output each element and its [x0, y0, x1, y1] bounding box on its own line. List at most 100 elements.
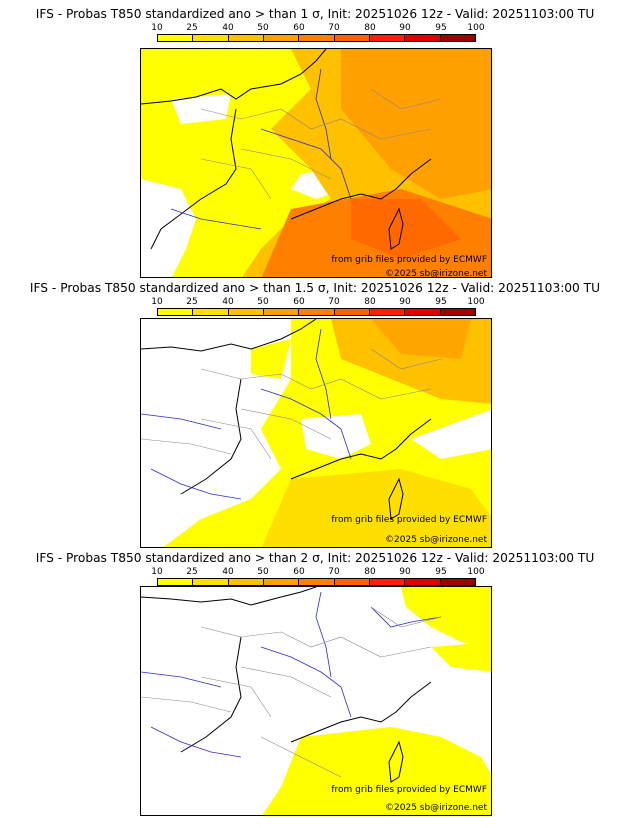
legend-swatch — [368, 309, 405, 315]
river — [170, 208, 262, 230]
legend-swatch — [158, 579, 193, 585]
legend-tick: 100 — [467, 297, 485, 307]
legend-swatch — [298, 579, 334, 585]
panel-sigma-2: IFS - Probas T850 standardized ano > tha… — [0, 550, 630, 822]
legend-tick: 80 — [364, 23, 376, 33]
credit-source: from grib files provided by ECMWF — [331, 515, 487, 525]
legend-colorbar — [157, 34, 476, 42]
legend-tick: 10 — [151, 23, 163, 33]
legend-tick: 60 — [293, 297, 305, 307]
legend-tick: 25 — [186, 23, 198, 33]
legend-tick: 70 — [328, 297, 340, 307]
legend-swatch — [333, 309, 369, 315]
coastline-channel — [141, 49, 327, 105]
legend-tick: 25 — [186, 297, 198, 307]
panel-sigma-1: IFS - Probas T850 standardized ano > tha… — [0, 6, 630, 278]
map-canvas — [141, 49, 491, 277]
coastline-channel — [141, 319, 317, 352]
map-canvas — [141, 319, 491, 547]
prob-field-low — [301, 414, 371, 459]
legend-swatch — [192, 35, 228, 41]
legend-swatch — [298, 309, 334, 315]
legend-tick: 10 — [151, 297, 163, 307]
legend-tick: 60 — [293, 567, 305, 577]
corsica-outline — [388, 477, 404, 520]
legend-tick: 90 — [399, 567, 411, 577]
legend-tick: 70 — [328, 23, 340, 33]
panel-title: IFS - Probas T850 standardized ano > tha… — [35, 551, 595, 565]
probability-map: from grib files provided by ECMWF ©2025 … — [140, 586, 492, 816]
coastline-channel — [141, 587, 317, 606]
credit-copyright: ©2025 sb@irizone.net — [385, 269, 487, 278]
coastline-mediterranean — [290, 681, 432, 743]
admin-borders — [141, 606, 442, 778]
legend-swatch — [262, 309, 299, 315]
legend-tick: 90 — [399, 297, 411, 307]
legend-tick: 50 — [257, 297, 269, 307]
legend-swatch — [439, 309, 475, 315]
legend-colorbar — [157, 308, 476, 316]
legend-swatch — [368, 579, 405, 585]
probability-map: from grib files provided by ECMWF ©2025 … — [140, 48, 492, 278]
probability-legend: 10 25 40 50 60 70 80 90 95 100 — [151, 567, 485, 589]
legend-tick: 40 — [222, 23, 234, 33]
credit-copyright: ©2025 sb@irizone.net — [385, 803, 487, 813]
river — [150, 468, 242, 500]
credit-copyright: ©2025 sb@irizone.net — [385, 535, 487, 545]
legend-tick: 70 — [328, 567, 340, 577]
legend-swatch — [192, 309, 228, 315]
legend-swatch — [404, 35, 440, 41]
legend-tick: 80 — [364, 567, 376, 577]
legend-swatch — [333, 579, 369, 585]
legend-tick: 95 — [435, 297, 447, 307]
legend-tick: 90 — [399, 23, 411, 33]
legend-tick: 50 — [257, 567, 269, 577]
legend-tick: 60 — [293, 23, 305, 33]
prob-field-10 — [251, 339, 291, 379]
prob-field-10 — [262, 727, 491, 815]
legend-labels: 10 25 40 50 60 70 80 90 95 100 — [151, 23, 484, 33]
prob-field-low — [411, 409, 491, 459]
legend-tick: 80 — [364, 297, 376, 307]
legend-colorbar — [157, 578, 476, 586]
legend-tick: 100 — [467, 567, 485, 577]
river — [315, 328, 332, 420]
legend-swatch — [298, 35, 334, 41]
legend-swatch — [262, 35, 299, 41]
probability-legend: 10 25 40 50 60 70 80 90 95 100 — [151, 23, 485, 45]
legend-swatch — [439, 579, 475, 585]
probability-map: from grib files provided by ECMWF ©2025 … — [140, 318, 492, 548]
coastline-atlantic — [150, 108, 237, 250]
legend-tick: 50 — [257, 23, 269, 33]
legend-swatch — [158, 35, 193, 41]
legend-swatch — [227, 35, 263, 41]
river — [315, 68, 332, 160]
legend-swatch — [404, 309, 440, 315]
admin-borders — [141, 348, 442, 460]
legend-tick: 10 — [151, 567, 163, 577]
legend-swatch — [368, 35, 405, 41]
panel-sigma-1-5: IFS - Probas T850 standardized ano > tha… — [0, 280, 630, 548]
legend-tick: 40 — [222, 297, 234, 307]
credit-source: from grib files provided by ECMWF — [331, 255, 487, 265]
panel-title: IFS - Probas T850 standardized ano > tha… — [29, 281, 601, 295]
prob-field-70 — [351, 199, 461, 259]
river — [141, 671, 222, 688]
legend-labels: 10 25 40 50 60 70 80 90 95 100 — [151, 567, 484, 577]
coastline-mediterranean — [290, 158, 432, 220]
legend-swatch — [227, 579, 263, 585]
probability-legend: 10 25 40 50 60 70 80 90 95 100 — [151, 297, 485, 319]
legend-swatch — [333, 35, 369, 41]
coastline-atlantic — [180, 378, 242, 495]
admin-borders — [200, 88, 442, 200]
legend-swatch — [158, 309, 193, 315]
prob-field-low — [141, 179, 196, 277]
prob-field-25 — [261, 469, 491, 547]
prob-field-10 — [401, 587, 491, 647]
coastline-mediterranean — [290, 418, 432, 480]
river — [370, 606, 442, 628]
legend-tick: 40 — [222, 567, 234, 577]
legend-labels: 10 25 40 50 60 70 80 90 95 100 — [151, 297, 484, 307]
legend-tick: 95 — [435, 23, 447, 33]
legend-swatch — [227, 309, 263, 315]
